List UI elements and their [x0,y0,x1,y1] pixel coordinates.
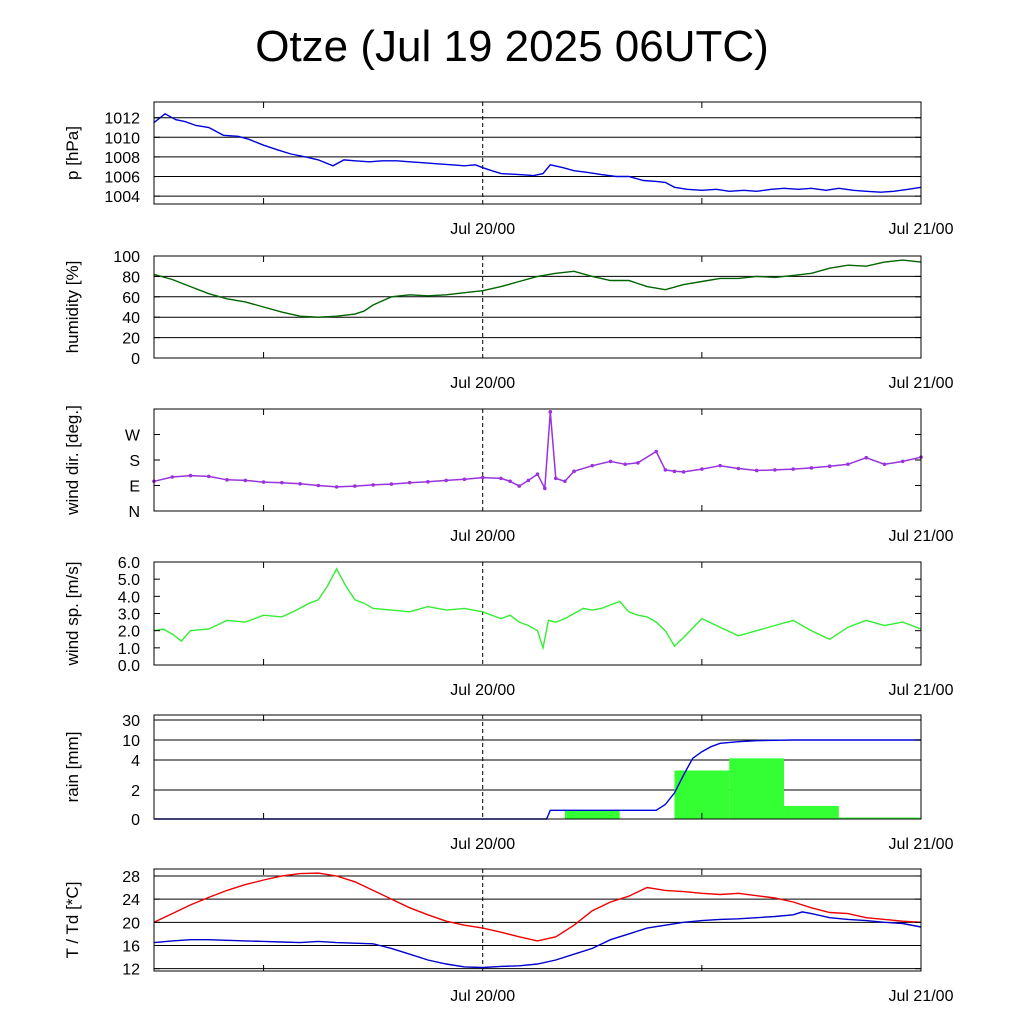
humidity-ylabel: humidity [%] [63,261,82,354]
rain-ytick-label: 30 [122,713,140,730]
wind_speed-ytick-label: 6.0 [118,555,140,572]
temperature-ytick-label: 20 [122,915,140,932]
wind_dir-series-line [153,411,922,492]
rain-bar [729,758,785,819]
rain-xtick-label: Jul 21/00 [889,836,954,853]
temperature-series-line-0 [153,872,922,942]
humidity-ytick-label: 0 [131,351,140,368]
humidity-ytick-label: 60 [122,290,140,307]
pressure-ytick-label: 1010 [104,130,140,147]
rain-bar [784,805,839,819]
wind_speed-ytick-label: 5.0 [118,572,140,589]
temperature-xtick-label: Jul 20/00 [450,988,515,1005]
pressure-xtick-label: Jul 21/00 [889,221,954,238]
humidity-ytick-label: 100 [113,249,140,266]
wind_dir-ytick-label: W [125,428,141,445]
wind_speed-frame [153,561,922,666]
pressure-frame [153,101,922,205]
rain-ytick-label: 2 [131,783,140,800]
wind_speed-ytick-label: 1.0 [118,641,140,658]
temperature-ytick-label: 16 [122,939,140,956]
rain-ylabel: rain [mm] [63,732,82,803]
wind_dir-xtick-label: Jul 21/00 [889,528,954,545]
wind_speed-series-line-0 [153,567,922,651]
wind_dir-frame [153,408,922,512]
wind_speed-xtick-label: Jul 21/00 [889,682,954,699]
rain-ytick-label: 4 [131,753,140,770]
wind_speed-ytick-label: 3.0 [118,607,140,624]
wind_dir-ytick-label: E [129,479,140,496]
rain-ytick-label: 10 [122,733,140,750]
wind_speed-ytick-label: 2.0 [118,624,140,641]
humidity-ytick-label: 80 [122,269,140,286]
temperature-frame [153,868,922,972]
humidity-ytick-label: 20 [122,331,140,348]
pressure-ytick-label: 1012 [104,111,140,128]
chart-title: Otze (Jul 19 2025 06UTC) [255,22,769,71]
wind_speed-ytick-label: 0.0 [118,658,140,675]
wind_speed-xtick-label: Jul 20/00 [450,682,515,699]
temperature-ytick-label: 28 [122,869,140,886]
wind_dir-ytick-label: N [128,504,140,521]
humidity-ytick-label: 40 [122,310,140,327]
rain-bar [674,770,730,819]
temperature-xtick-label: Jul 21/00 [889,988,954,1005]
wind_speed-ytick-label: 4.0 [118,589,140,606]
humidity-series-line-0 [153,259,922,318]
pressure-ytick-label: 1004 [104,189,140,206]
rain-ytick-label: 0 [131,812,140,829]
temperature-series-line-1 [153,911,922,969]
pressure-ytick-label: 1008 [104,150,140,167]
pressure-xtick-label: Jul 20/00 [450,221,515,238]
wind_speed-ylabel: wind sp. [m/s] [63,562,82,667]
rain-bar [838,817,921,820]
wind_dir-ylabel: wind dir. [deg.] [63,405,82,516]
humidity-xtick-label: Jul 21/00 [889,375,954,392]
pressure-series-line-0 [153,112,922,193]
pressure-ytick-label: 1006 [104,170,140,187]
temperature-ytick-label: 12 [122,962,140,979]
temperature-ylabel: T / Td [*C] [63,882,82,959]
humidity-frame [153,255,922,359]
rain-xtick-label: Jul 20/00 [450,836,515,853]
humidity-xtick-label: Jul 20/00 [450,375,515,392]
rain-series-line-0 [154,739,921,820]
temperature-ytick-label: 24 [122,892,140,909]
wind_dir-xtick-label: Jul 20/00 [450,528,515,545]
rain-frame [153,714,922,820]
wind_dir-ytick-label: S [129,453,140,470]
pressure-ylabel: p [hPa] [63,126,82,180]
rain-bar [564,810,620,819]
